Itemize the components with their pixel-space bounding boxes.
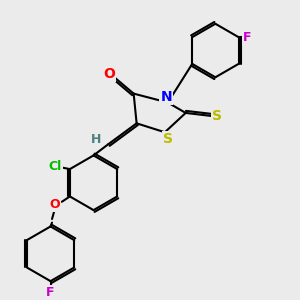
Text: N: N <box>160 90 172 104</box>
Text: O: O <box>103 67 115 81</box>
Text: S: S <box>163 132 173 146</box>
Text: F: F <box>46 286 55 299</box>
Text: Cl: Cl <box>48 160 62 172</box>
Text: O: O <box>50 198 60 211</box>
Text: S: S <box>212 109 223 123</box>
Text: H: H <box>91 133 101 146</box>
Text: F: F <box>243 31 252 44</box>
